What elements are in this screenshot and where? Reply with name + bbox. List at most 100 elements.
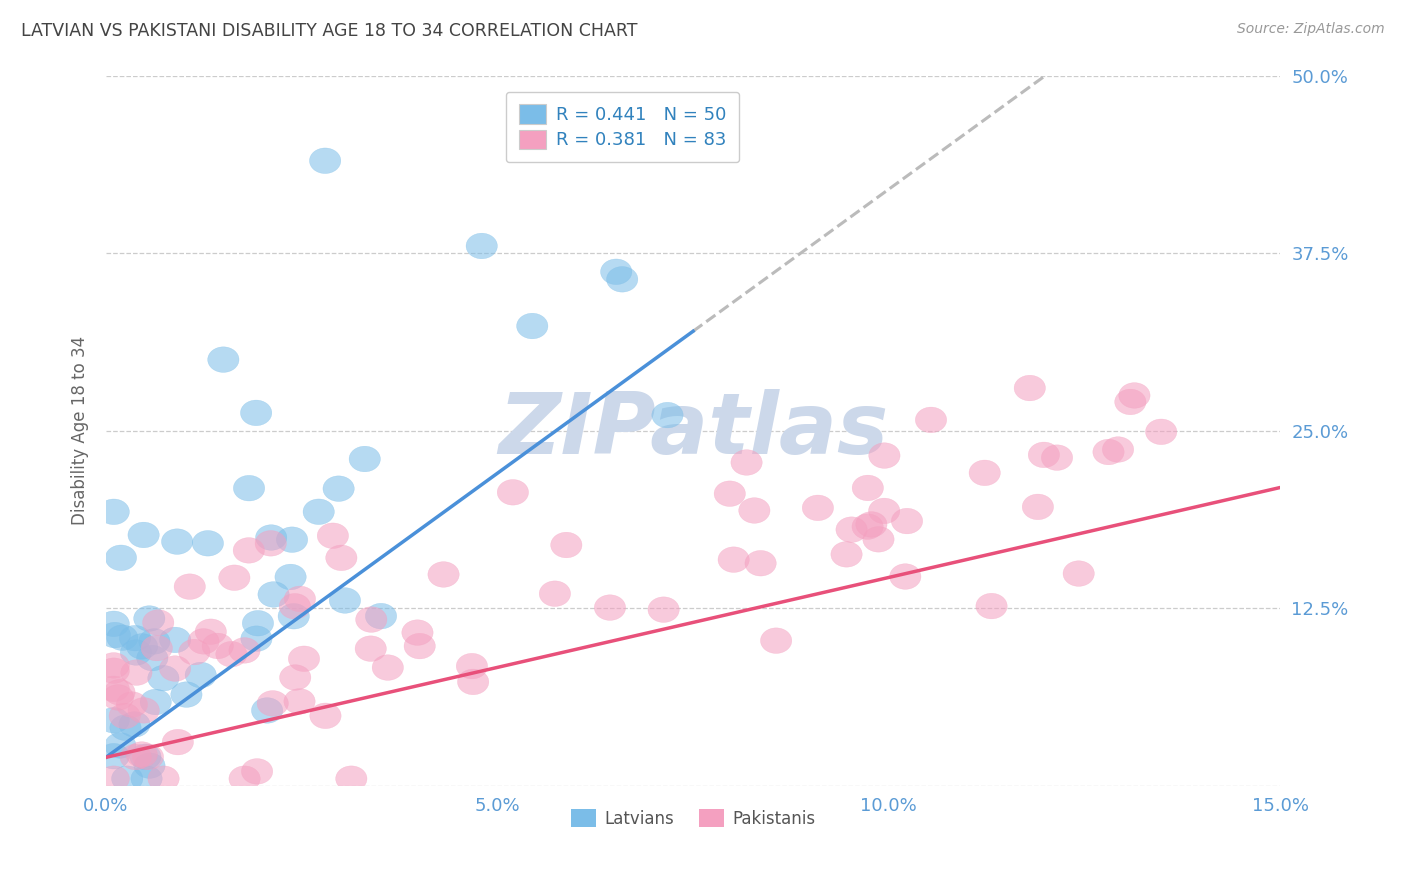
Ellipse shape: [761, 628, 792, 654]
Ellipse shape: [256, 524, 287, 550]
Ellipse shape: [242, 758, 273, 784]
Ellipse shape: [356, 636, 387, 662]
Ellipse shape: [329, 588, 360, 614]
Ellipse shape: [969, 460, 1000, 485]
Ellipse shape: [349, 446, 381, 472]
Ellipse shape: [179, 640, 209, 665]
Ellipse shape: [366, 603, 396, 629]
Ellipse shape: [714, 481, 745, 507]
Ellipse shape: [427, 562, 460, 587]
Ellipse shape: [98, 766, 129, 791]
Ellipse shape: [309, 148, 340, 174]
Ellipse shape: [136, 645, 167, 671]
Ellipse shape: [551, 533, 582, 558]
Ellipse shape: [162, 529, 193, 555]
Ellipse shape: [280, 593, 311, 619]
Ellipse shape: [208, 347, 239, 373]
Ellipse shape: [280, 665, 311, 690]
Ellipse shape: [516, 313, 548, 339]
Ellipse shape: [652, 402, 683, 428]
Ellipse shape: [837, 516, 868, 542]
Ellipse shape: [98, 499, 129, 524]
Ellipse shape: [104, 680, 135, 705]
Y-axis label: Disability Age 18 to 34: Disability Age 18 to 34: [72, 336, 89, 525]
Ellipse shape: [318, 523, 349, 549]
Ellipse shape: [240, 626, 273, 651]
Ellipse shape: [457, 669, 489, 695]
Ellipse shape: [104, 732, 136, 758]
Ellipse shape: [117, 692, 148, 717]
Ellipse shape: [457, 653, 488, 679]
Ellipse shape: [278, 604, 309, 629]
Ellipse shape: [134, 606, 165, 632]
Ellipse shape: [257, 582, 290, 607]
Text: ZIPatlas: ZIPatlas: [498, 389, 889, 472]
Ellipse shape: [162, 730, 194, 755]
Ellipse shape: [233, 475, 264, 501]
Ellipse shape: [852, 475, 883, 500]
Ellipse shape: [869, 442, 900, 468]
Ellipse shape: [1092, 439, 1125, 465]
Ellipse shape: [336, 766, 367, 791]
Ellipse shape: [891, 508, 922, 534]
Ellipse shape: [323, 475, 354, 501]
Ellipse shape: [1028, 442, 1060, 467]
Ellipse shape: [127, 742, 157, 767]
Ellipse shape: [100, 623, 131, 648]
Ellipse shape: [404, 633, 436, 659]
Ellipse shape: [139, 629, 170, 654]
Ellipse shape: [803, 495, 834, 521]
Ellipse shape: [98, 743, 129, 769]
Text: LATVIAN VS PAKISTANI DISABILITY AGE 18 TO 34 CORRELATION CHART: LATVIAN VS PAKISTANI DISABILITY AGE 18 T…: [21, 22, 637, 40]
Ellipse shape: [141, 690, 172, 714]
Ellipse shape: [309, 703, 342, 729]
Ellipse shape: [240, 401, 271, 425]
Ellipse shape: [111, 766, 143, 791]
Ellipse shape: [98, 653, 129, 678]
Ellipse shape: [288, 646, 319, 672]
Ellipse shape: [141, 635, 173, 661]
Ellipse shape: [915, 407, 946, 433]
Ellipse shape: [129, 744, 162, 770]
Ellipse shape: [718, 547, 749, 573]
Ellipse shape: [1022, 494, 1053, 520]
Ellipse shape: [219, 565, 250, 591]
Ellipse shape: [142, 610, 174, 635]
Ellipse shape: [277, 527, 308, 552]
Ellipse shape: [284, 689, 315, 714]
Ellipse shape: [890, 564, 921, 590]
Ellipse shape: [254, 531, 287, 556]
Ellipse shape: [242, 610, 274, 636]
Ellipse shape: [1063, 561, 1094, 586]
Ellipse shape: [1042, 445, 1073, 470]
Ellipse shape: [326, 545, 357, 571]
Ellipse shape: [118, 712, 150, 737]
Ellipse shape: [257, 690, 288, 716]
Ellipse shape: [648, 597, 679, 623]
Ellipse shape: [1102, 437, 1133, 462]
Ellipse shape: [852, 514, 883, 540]
Ellipse shape: [856, 512, 887, 537]
Ellipse shape: [131, 766, 162, 791]
Ellipse shape: [121, 640, 152, 665]
Ellipse shape: [738, 498, 770, 524]
Ellipse shape: [276, 564, 307, 590]
Ellipse shape: [148, 665, 179, 691]
Ellipse shape: [252, 698, 283, 723]
Ellipse shape: [148, 766, 179, 791]
Ellipse shape: [606, 267, 638, 292]
Ellipse shape: [110, 715, 141, 740]
Ellipse shape: [98, 707, 129, 733]
Ellipse shape: [159, 656, 191, 681]
Ellipse shape: [186, 662, 217, 688]
Ellipse shape: [134, 753, 165, 779]
Ellipse shape: [107, 625, 138, 650]
Ellipse shape: [863, 526, 894, 552]
Ellipse shape: [132, 744, 163, 770]
Ellipse shape: [745, 550, 776, 576]
Ellipse shape: [174, 574, 205, 599]
Ellipse shape: [976, 593, 1007, 619]
Ellipse shape: [498, 480, 529, 505]
Ellipse shape: [127, 633, 157, 659]
Ellipse shape: [229, 638, 260, 663]
